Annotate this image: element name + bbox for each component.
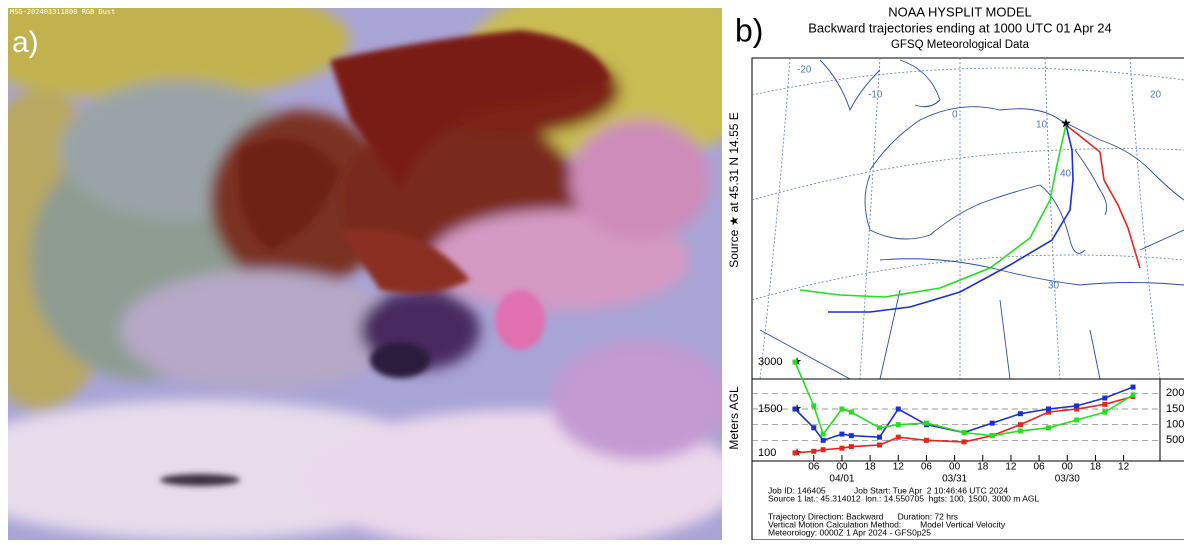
point (877, 434, 882, 440)
x-tick-label: 06 (808, 462, 820, 473)
point (989, 420, 995, 426)
point (1017, 428, 1023, 434)
footer-line: Source 1 lat.: 45.314012 lon.: 14.550705… (768, 493, 1040, 503)
map-grid-label: 10 (1036, 120, 1048, 131)
title: Backward trajectories ending at 1000 UTC… (808, 20, 1112, 35)
source-star: ★ (1060, 115, 1072, 130)
point (1046, 409, 1051, 415)
point (895, 406, 901, 412)
satellite-image: MSG-202403311800 RGB Dust a) (8, 8, 722, 540)
trajectory-map (799, 124, 1067, 298)
point (1130, 384, 1136, 390)
footer-line: Trajectory Direction: Backward Duration:… (768, 511, 958, 521)
point (1102, 395, 1108, 401)
footer-line: Meteorology: 0000Z 1 Apr 2024 - GFS0p25 (768, 527, 931, 537)
point (820, 447, 826, 453)
height-frame (751, 378, 1161, 462)
point (877, 425, 882, 431)
start-height-label: 1500 (758, 403, 782, 415)
point (923, 437, 929, 443)
map-grid-label: -20 (797, 65, 812, 76)
subtitle: GFSQ Meteorological Data (891, 39, 1030, 51)
point (839, 445, 845, 451)
point (1130, 392, 1136, 398)
y-tick-label: 500 (1166, 434, 1184, 446)
x-tick-label: 12 (1118, 462, 1130, 473)
start-height-label: 100 (758, 447, 776, 459)
point (989, 433, 995, 439)
point (811, 448, 817, 454)
point (1074, 406, 1080, 412)
x-tick-label: 18 (1090, 462, 1102, 473)
footer-line: Vertical Motion Calculation Method: Mode… (768, 519, 1006, 529)
map-grid-label: 20 (1150, 90, 1162, 101)
image-header: MSG-202403311800 RGB Dust (10, 8, 115, 16)
x-tick-label: 12 (1005, 462, 1017, 473)
point (839, 406, 845, 412)
point (1017, 422, 1023, 428)
map-frame (751, 57, 1184, 380)
point (792, 359, 798, 365)
y-tick-label: 2000 (1166, 387, 1184, 399)
x-tick-label: 12 (893, 462, 905, 473)
point (839, 431, 845, 437)
point (1074, 417, 1080, 423)
point (895, 434, 901, 440)
x-tick-label: 18 (865, 462, 877, 473)
point (1102, 409, 1108, 415)
title: NOAA HYSPLIT MODEL (888, 4, 1032, 19)
x-date-label: 04/01 (829, 474, 854, 485)
point (848, 444, 854, 450)
map-grid-label: -10 (868, 90, 883, 101)
x-tick-label: 06 (1034, 462, 1046, 473)
point (820, 437, 826, 443)
point (848, 409, 854, 415)
source-label: Source ★ at 45.31 N 14.55 E (727, 112, 741, 268)
x-tick-label: 00 (1062, 462, 1074, 473)
x-tick-label: 00 (836, 462, 848, 473)
x-date-label: 03/30 (1055, 474, 1080, 485)
point (1074, 403, 1080, 409)
x-tick-label: 00 (949, 462, 961, 473)
trajectory-map (1065, 124, 1141, 269)
point (811, 425, 817, 431)
point (792, 450, 798, 456)
point (923, 420, 929, 426)
x-date-label: 03/31 (942, 474, 967, 485)
map: ★ -20 -10 0 10 20 40 30 (752, 58, 1184, 379)
panel-label: b) (735, 12, 763, 48)
point (895, 422, 901, 428)
map-grid-label: 30 (1048, 281, 1060, 292)
x-tick-label: 18 (977, 462, 989, 473)
point (877, 442, 882, 448)
point (811, 403, 817, 409)
footer-line: Job ID: 146405 Job Start: Tue Apr 2 10:4… (768, 485, 1008, 495)
point (961, 439, 967, 445)
map-grid-label: 0 (952, 110, 958, 121)
trajectory-map (828, 124, 1074, 313)
panel-label: a) (12, 26, 39, 59)
point (1017, 411, 1023, 417)
point (820, 431, 826, 437)
point (1102, 401, 1108, 407)
point (1046, 406, 1051, 412)
y-axis-label: Meters AGL (727, 386, 741, 450)
point (1046, 425, 1051, 431)
point (792, 406, 798, 412)
map-grid-label: 40 (1060, 169, 1072, 180)
point (961, 430, 967, 435)
point (848, 433, 854, 439)
y-tick-label: 1000 (1166, 419, 1184, 431)
start-height-label: 3000 (758, 356, 782, 368)
x-tick-label: 06 (921, 462, 933, 473)
y-tick-label: 1500 (1166, 403, 1184, 415)
